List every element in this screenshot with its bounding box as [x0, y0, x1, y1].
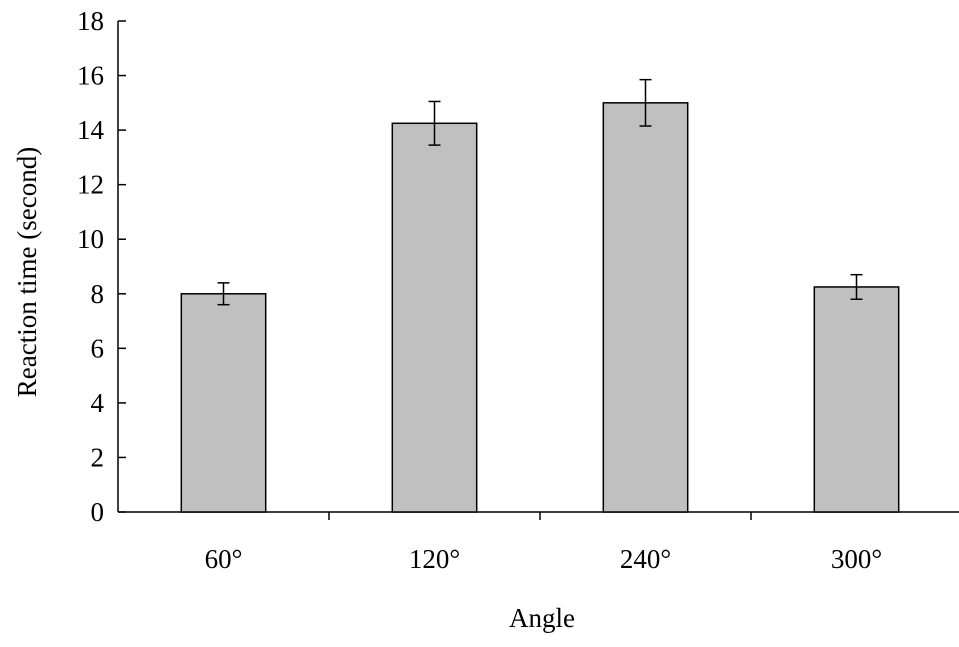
bar-240deg	[602, 102, 689, 513]
bar-300deg	[813, 286, 900, 513]
y-tick-label: 18	[77, 6, 104, 36]
x-tick-label: 120°	[409, 544, 460, 574]
y-tick-label: 12	[77, 170, 104, 200]
x-tick-label: 240°	[620, 544, 671, 574]
y-axis: 0 2 4 6 8 10 12 14 16 18	[77, 6, 126, 527]
bar-60deg	[180, 293, 267, 513]
y-tick-label: 14	[77, 115, 105, 145]
y-tick-label: 8	[91, 279, 105, 309]
error-bars	[217, 78, 863, 306]
y-axis-title: Reaction time (second)	[12, 147, 42, 397]
x-tick-label: 300°	[831, 544, 882, 574]
x-tick-label: 60°	[205, 544, 243, 574]
x-axis: 60° 120° 240° 300°	[118, 511, 959, 574]
bars	[180, 102, 900, 513]
y-tick-label: 16	[77, 61, 104, 91]
x-axis-title: Angle	[509, 603, 575, 633]
y-tick-label: 2	[91, 442, 105, 472]
y-tick-label: 6	[91, 333, 105, 363]
y-tick-label: 10	[77, 224, 104, 254]
y-tick-label: 4	[91, 388, 105, 418]
bar-120deg	[391, 122, 478, 513]
y-tick-label: 0	[91, 497, 105, 527]
